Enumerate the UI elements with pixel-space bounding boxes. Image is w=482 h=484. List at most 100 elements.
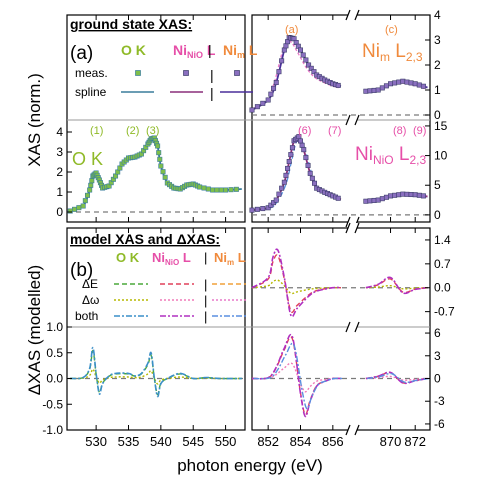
axis-break-gap — [348, 322, 357, 332]
panel-label-a: (a) — [70, 43, 93, 64]
axis-break-mark — [354, 222, 360, 234]
panel-frames — [66, 9, 431, 436]
feature-label-2: (2) — [126, 125, 139, 137]
y-tick-label: 6 — [434, 326, 441, 340]
x-tick-label: 530 — [85, 434, 107, 449]
ninio-meas-marker — [283, 172, 289, 178]
ninio-meas-marker — [268, 202, 274, 208]
nim-meas-marker — [367, 88, 373, 94]
ok-meas-marker — [201, 185, 207, 191]
ninio-meas-marker — [379, 196, 385, 202]
y-tick-label: 10 — [434, 149, 448, 163]
ninio-dW-line — [251, 362, 428, 393]
ok-meas-marker — [228, 187, 234, 193]
ninio-meas-marker — [383, 194, 389, 200]
x-tick-label: 535 — [118, 434, 140, 449]
ok-both-line — [70, 346, 242, 398]
ninio-meas-marker — [289, 145, 295, 151]
ninio-meas-marker — [404, 191, 410, 197]
axis-break-mark — [345, 424, 351, 436]
ninio-meas-marker — [285, 165, 291, 171]
ok-meas-marker — [82, 198, 88, 204]
ninio-meas-marker — [276, 191, 282, 197]
nim-meas-marker — [306, 62, 312, 68]
legend-b-sep1: | — [204, 250, 207, 265]
ok-meas-marker — [233, 186, 239, 192]
ninio-meas-marker — [367, 198, 373, 204]
nim-meas-marker — [388, 81, 394, 87]
legend-ok-meas-marker — [135, 70, 141, 76]
x-tick-label: 540 — [150, 434, 172, 449]
nim-meas-marker — [400, 78, 406, 84]
nim-meas-marker — [254, 104, 260, 110]
legend-nim-header: Nim L — [223, 42, 258, 60]
ninio-meas-marker — [363, 198, 369, 204]
ok-meas-marker — [156, 150, 162, 156]
y-tick-label: 4 — [56, 125, 63, 139]
nim-meas-marker — [408, 80, 414, 86]
ninio-meas-marker — [303, 155, 309, 161]
ok-meas-marker — [223, 187, 229, 193]
legend-both-label: both — [75, 309, 98, 323]
feature-label-c: (c) — [385, 24, 398, 36]
nim-meas-marker — [265, 97, 271, 103]
ticks: 530 535 540 545 550 852 854 856 870 87201234-1.0-… — [42, 8, 455, 449]
axis-break-mark — [345, 321, 351, 333]
y-tick-label: 15 — [434, 119, 448, 133]
axis-break-mark — [354, 321, 360, 333]
legend-b-ok-header: O K — [116, 250, 140, 265]
ninio-dE-line — [251, 336, 428, 416]
nim-meas-marker — [416, 82, 422, 88]
ok-meas-marker — [87, 187, 93, 193]
y-tick-label: 2 — [434, 58, 441, 72]
y-tick-label: 3 — [434, 33, 441, 47]
legend-nim-meas-marker — [234, 70, 240, 76]
nim-dW-line — [251, 279, 428, 295]
nim-meas-marker — [412, 81, 418, 87]
legend-ninio-meas-marker — [183, 70, 189, 76]
y-tick-label: -6 — [434, 417, 445, 431]
nim-meas-marker — [276, 69, 282, 75]
y-axis-label-top: XAS (norm.) — [25, 73, 44, 167]
feature-label-9: (9) — [413, 125, 426, 137]
legend-sep-a3: | — [210, 85, 214, 101]
ninio-meas-marker — [307, 170, 313, 176]
ok-meas-marker — [160, 169, 166, 175]
nim-meas-marker — [392, 80, 398, 86]
nim-meas-marker — [363, 88, 369, 94]
nim-meas-marker — [268, 91, 274, 97]
ninio-meas-marker — [420, 193, 426, 199]
x-tick-label: 872 — [404, 434, 426, 449]
y-tick-label: 0.7 — [434, 257, 451, 271]
feature-label-3: (3) — [146, 125, 159, 137]
nim-meas-marker — [335, 82, 341, 88]
y-tick-label: -1.0 — [42, 423, 63, 437]
nim-meas-marker — [249, 107, 255, 113]
ninio-meas-marker — [408, 192, 414, 198]
legend-b-sep4: | — [204, 309, 207, 324]
nim-big-label: Nim L2,3 — [362, 41, 423, 64]
y-axis-label-bottom: ΔXAS (modelled) — [25, 265, 44, 395]
section-title-bottom: model XAS and ΔXAS: — [70, 231, 220, 247]
nim-meas-marker — [404, 79, 410, 85]
ok-big-label: O K — [72, 149, 103, 169]
axis-break-mark — [345, 222, 351, 234]
nim-meas-marker — [271, 85, 277, 91]
feature-label-6: (6) — [298, 125, 311, 137]
legend-b-sep3: | — [204, 293, 207, 308]
axis-break-gap — [348, 223, 357, 233]
nim-meas-marker — [300, 52, 306, 58]
legend-b-ninio-header: NiNiO L — [152, 250, 191, 267]
ok-dW-line — [70, 368, 242, 385]
y-tick-label: 0.0 — [46, 372, 63, 386]
ninio-meas-marker — [416, 192, 422, 198]
x-tick-label: 870 — [380, 434, 402, 449]
y-tick-label: 1 — [56, 185, 63, 199]
frame-right-a — [251, 14, 431, 223]
legend-b-lines — [114, 283, 246, 317]
ninio-meas-marker — [400, 191, 406, 197]
ninio-meas-marker — [388, 193, 394, 199]
nim-dE-line — [251, 254, 428, 313]
x-tick-label: 854 — [290, 434, 312, 449]
